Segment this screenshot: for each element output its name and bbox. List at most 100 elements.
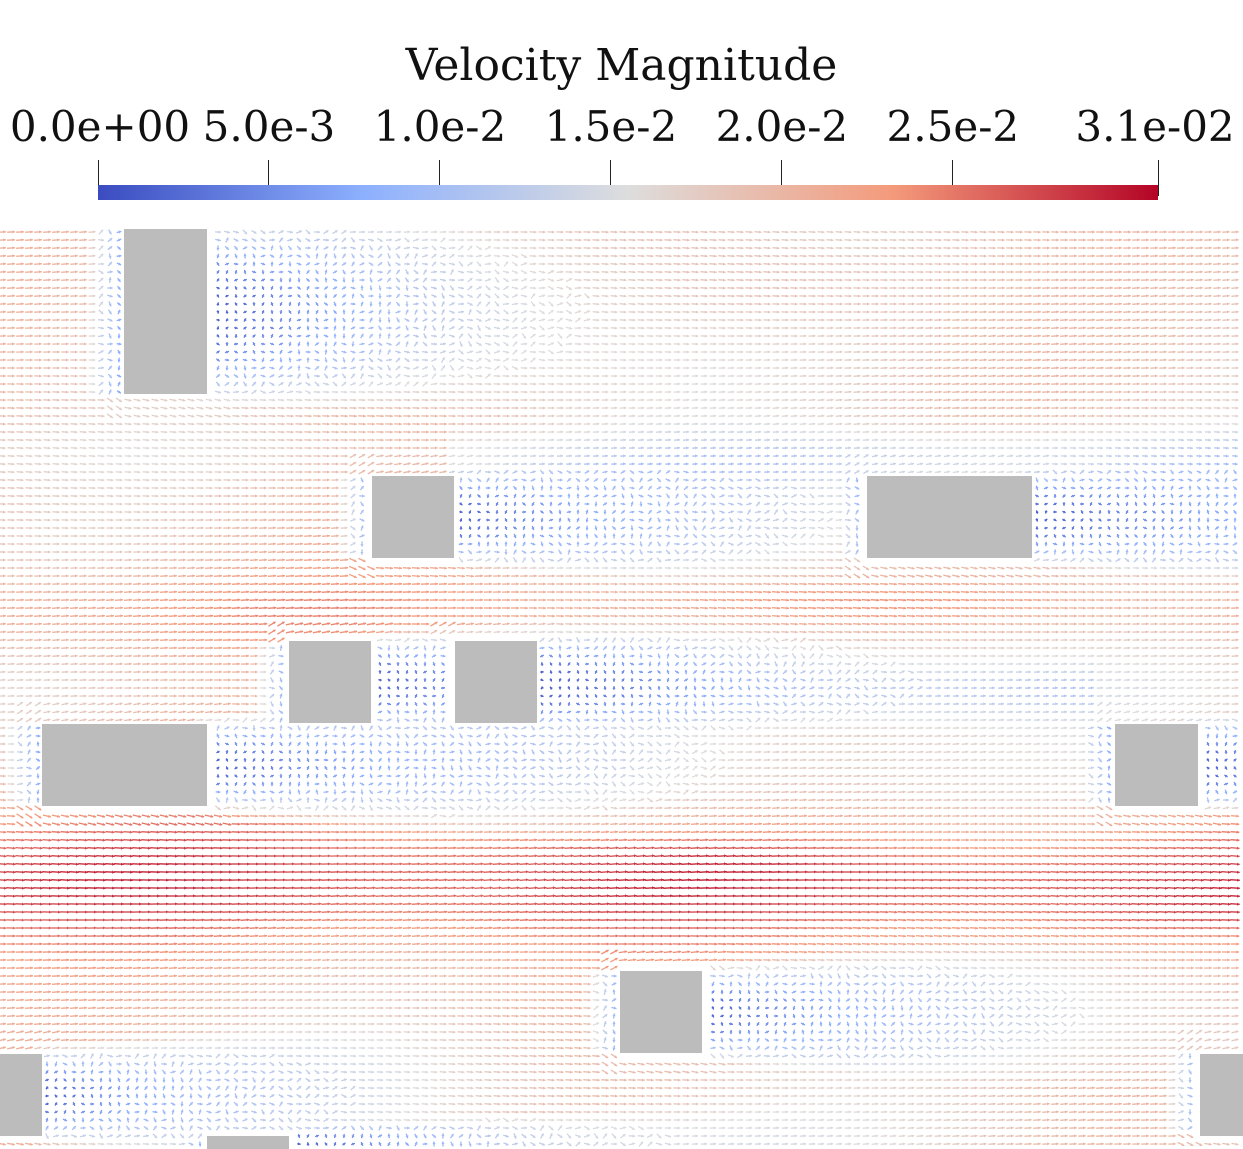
velocity-arrow-head bbox=[830, 310, 834, 314]
velocity-arrow-head bbox=[297, 365, 301, 369]
velocity-arrow-head bbox=[1218, 246, 1221, 250]
velocity-arrow-head bbox=[560, 230, 564, 234]
velocity-arrow-head bbox=[48, 294, 51, 298]
velocity-arrow-head bbox=[623, 358, 627, 362]
velocity-arrow-head bbox=[983, 230, 987, 234]
velocity-arrow-head bbox=[704, 238, 708, 242]
velocity-arrow-head bbox=[668, 270, 672, 274]
velocity-arrow-head bbox=[911, 326, 915, 330]
velocity-arrow-head bbox=[262, 254, 266, 258]
velocity-arrow-head bbox=[1002, 318, 1005, 322]
velocity-arrow-head bbox=[84, 342, 87, 346]
velocity-arrow-head bbox=[920, 366, 924, 370]
velocity-arrow-head bbox=[849, 310, 852, 314]
velocity-arrow-head bbox=[1065, 246, 1068, 250]
velocity-arrow-head bbox=[84, 350, 87, 354]
velocity-arrow-head bbox=[30, 254, 33, 258]
velocity-arrow-head bbox=[632, 358, 636, 362]
velocity-arrow-head bbox=[551, 374, 555, 378]
velocity-arrow-head bbox=[1164, 358, 1167, 362]
velocity-arrow-head bbox=[1038, 270, 1041, 274]
velocity-arrow-head bbox=[1110, 302, 1113, 306]
velocity-arrow-head bbox=[92, 270, 96, 274]
velocity-arrow-head bbox=[1083, 278, 1086, 282]
velocity-arrow-head bbox=[57, 286, 60, 290]
velocity-arrow-head bbox=[1047, 286, 1050, 290]
velocity-arrow-head bbox=[758, 246, 762, 250]
velocity-arrow-head bbox=[57, 318, 60, 322]
velocity-arrow-head bbox=[533, 262, 537, 266]
velocity-arrow-head bbox=[686, 350, 690, 354]
velocity-arrow-head bbox=[315, 335, 319, 339]
velocity-arrow-head bbox=[1101, 350, 1104, 354]
velocity-arrow-head bbox=[39, 366, 42, 370]
velocity-arrow-head bbox=[117, 335, 121, 339]
velocity-arrow-head bbox=[1020, 350, 1023, 354]
velocity-arrow-head bbox=[821, 278, 825, 282]
velocity-arrow-head bbox=[767, 358, 771, 362]
velocity-arrow-head bbox=[533, 230, 537, 234]
velocity-arrow-head bbox=[839, 366, 843, 370]
velocity-arrow-head bbox=[280, 230, 284, 234]
velocity-arrow-head bbox=[1065, 286, 1068, 290]
velocity-arrow-head bbox=[984, 238, 987, 242]
velocity-arrow-head bbox=[821, 326, 825, 330]
velocity-arrow-head bbox=[938, 334, 942, 338]
velocity-arrow-head bbox=[921, 310, 924, 314]
velocity-arrow-head bbox=[830, 262, 834, 266]
velocity-arrow-head bbox=[1235, 262, 1239, 266]
velocity-arrow-head bbox=[740, 366, 744, 370]
velocity-arrow-head bbox=[569, 366, 573, 370]
velocity-arrow-head bbox=[1065, 302, 1068, 306]
velocity-arrow-head bbox=[776, 302, 780, 306]
velocity-arrow-head bbox=[641, 350, 645, 354]
velocity-arrow-head bbox=[39, 374, 42, 378]
velocity-arrow-head bbox=[1235, 350, 1239, 354]
velocity-arrow-head bbox=[641, 278, 645, 282]
velocity-arrow-head bbox=[234, 334, 238, 337]
velocity-arrow-head bbox=[30, 374, 33, 378]
velocity-arrow-head bbox=[1128, 334, 1131, 338]
velocity-arrow-head bbox=[1047, 342, 1050, 346]
velocity-arrow-head bbox=[857, 238, 861, 242]
velocity-arrow-head bbox=[1146, 318, 1149, 322]
velocity-arrow-head bbox=[397, 238, 401, 242]
velocity-arrow-head bbox=[614, 254, 618, 258]
velocity-arrow-head bbox=[650, 270, 654, 274]
velocity-arrow-head bbox=[686, 278, 690, 282]
velocity-arrow-head bbox=[84, 294, 87, 298]
velocity-arrow-head bbox=[776, 246, 780, 250]
velocity-arrow-head bbox=[1056, 366, 1059, 370]
velocity-arrow-head bbox=[668, 374, 672, 378]
velocity-arrow-head bbox=[758, 254, 762, 258]
velocity-arrow-head bbox=[731, 326, 735, 330]
velocity-arrow-head bbox=[1164, 342, 1167, 346]
velocity-arrow-head bbox=[1164, 302, 1167, 306]
velocity-arrow-head bbox=[587, 230, 591, 234]
velocity-arrow-head bbox=[984, 246, 987, 250]
velocity-arrow-head bbox=[216, 270, 220, 274]
velocity-arrow-head bbox=[930, 286, 933, 290]
velocity-arrow-head bbox=[957, 342, 960, 346]
velocity-arrow-head bbox=[1173, 374, 1176, 378]
velocity-arrow-head bbox=[317, 374, 320, 378]
velocity-arrow-head bbox=[21, 262, 24, 266]
velocity-arrow-head bbox=[1110, 286, 1113, 290]
velocity-arrow-head bbox=[1190, 318, 1194, 322]
velocity-arrow-head bbox=[333, 245, 337, 249]
velocity-arrow-head bbox=[596, 310, 600, 314]
velocity-arrow-head bbox=[893, 366, 897, 370]
velocity-arrow-head bbox=[3, 366, 6, 370]
velocity-arrow-head bbox=[1101, 262, 1104, 266]
velocity-arrow-head bbox=[533, 246, 537, 250]
velocity-arrow-head bbox=[1011, 254, 1014, 258]
velocity-arrow-head bbox=[1208, 366, 1212, 370]
velocity-arrow-head bbox=[650, 318, 654, 322]
velocity-arrow-head bbox=[812, 358, 816, 362]
velocity-arrow-head bbox=[12, 366, 15, 370]
velocity-arrow-head bbox=[1047, 350, 1050, 354]
colorbar-tick-mark bbox=[268, 160, 270, 196]
velocity-arrow-head bbox=[866, 334, 870, 338]
velocity-arrow-head bbox=[298, 230, 302, 234]
velocity-arrow-head bbox=[1020, 374, 1023, 378]
